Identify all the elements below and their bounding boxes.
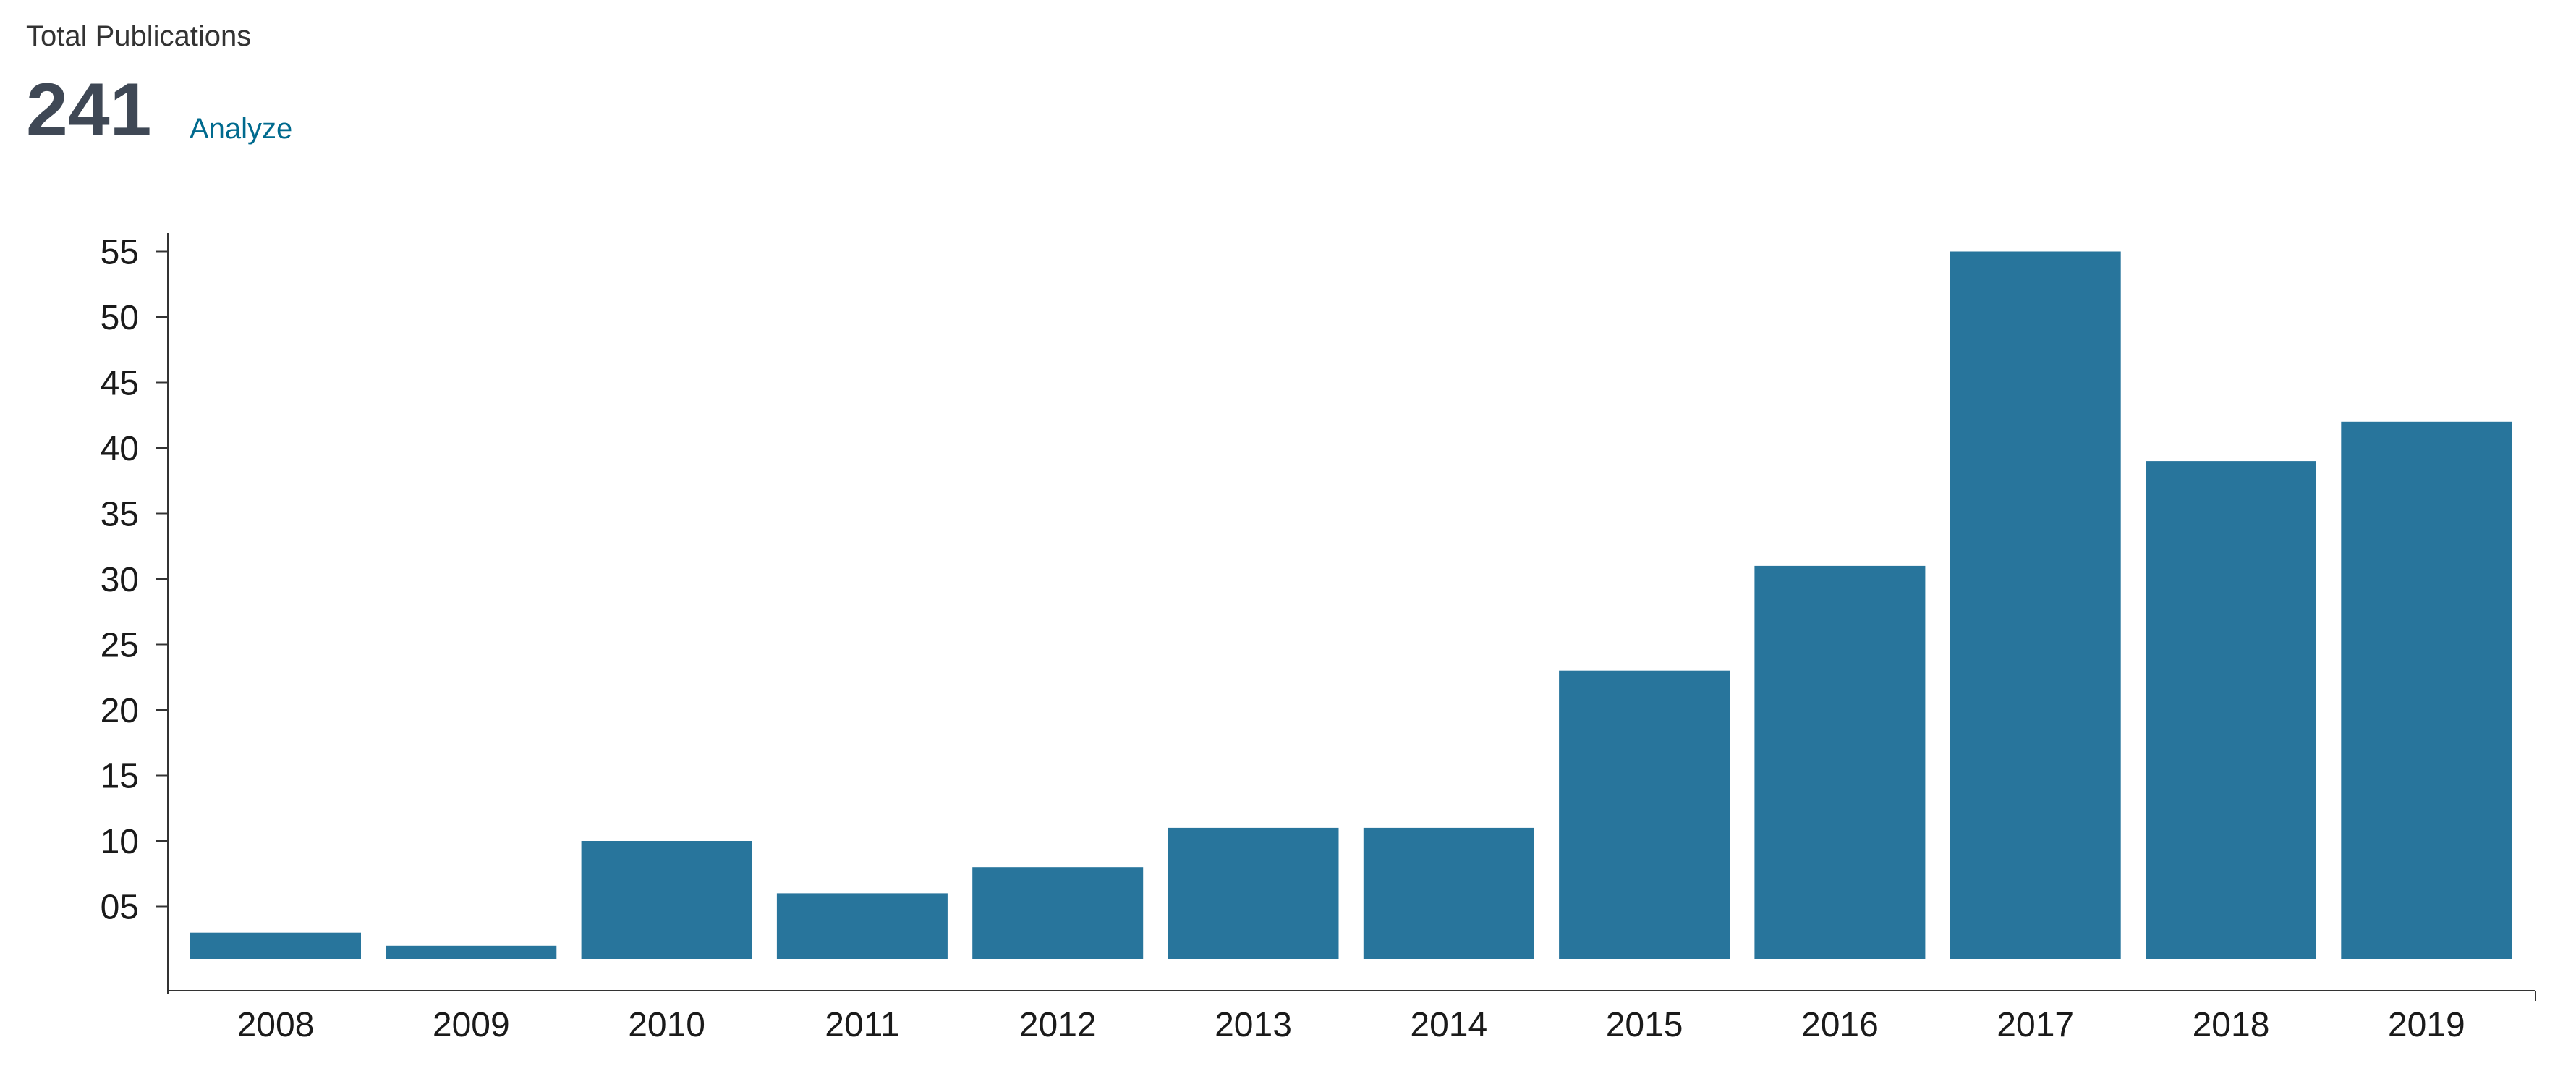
- x-tick-label-2015: 2015: [1606, 1006, 1683, 1044]
- analyze-link[interactable]: Analyze: [190, 113, 293, 145]
- bar-2014[interactable]: [1363, 827, 1534, 959]
- y-tick-label-55: 55: [101, 234, 139, 272]
- y-tick-label-50: 50: [101, 299, 139, 337]
- y-ticks-group: 05 10 15 20 25 30 35 40 45 50 55: [101, 234, 168, 927]
- bar-2010[interactable]: [581, 841, 752, 959]
- axes-group: [167, 233, 2536, 1001]
- bars-group: [190, 251, 2512, 960]
- y-tick-label-40: 40: [101, 430, 139, 468]
- bar-2015[interactable]: [1559, 670, 1730, 959]
- x-tick-label-2012: 2012: [1019, 1006, 1097, 1044]
- y-tick-label-45: 45: [101, 365, 139, 403]
- bar-2017[interactable]: [1950, 251, 2121, 960]
- bar-2011[interactable]: [776, 893, 948, 959]
- y-tick-label-05: 05: [101, 889, 139, 927]
- x-tick-label-2014: 2014: [1410, 1006, 1487, 1044]
- bar-2012[interactable]: [972, 867, 1144, 959]
- total-publications-label: Total Publications: [26, 20, 252, 52]
- bar-2008[interactable]: [190, 932, 361, 959]
- y-tick-label-15: 15: [101, 758, 139, 796]
- x-tick-label-2019: 2019: [2388, 1006, 2465, 1044]
- y-tick-label-20: 20: [101, 692, 139, 730]
- y-tick-label-10: 10: [101, 823, 139, 861]
- bar-2019[interactable]: [2341, 421, 2512, 959]
- x-tick-label-2009: 2009: [433, 1006, 510, 1044]
- x-tick-label-2016: 2016: [1801, 1006, 1879, 1044]
- y-tick-label-35: 35: [101, 496, 139, 534]
- x-tick-label-2008: 2008: [237, 1006, 315, 1044]
- x-ticks-group: 2008 2009 2010 2011 2012 2013 2014 2015 2016 2017…: [237, 1006, 2465, 1044]
- x-tick-label-2017: 2017: [1997, 1006, 2074, 1044]
- bar-2018[interactable]: [2146, 461, 2316, 959]
- x-tick-label-2011: 2011: [825, 1006, 899, 1044]
- y-tick-label-25: 25: [101, 627, 139, 665]
- x-tick-label-2010: 2010: [628, 1006, 705, 1044]
- y-tick-label-30: 30: [101, 561, 139, 599]
- x-tick-label-2018: 2018: [2193, 1006, 2270, 1044]
- publications-summary: Total Publications 241 Analyze: [26, 17, 677, 162]
- x-tick-label-2013: 2013: [1215, 1006, 1292, 1044]
- bar-2016[interactable]: [1754, 565, 1926, 959]
- bar-2013[interactable]: [1168, 827, 1339, 959]
- bar-2009[interactable]: [386, 945, 557, 959]
- total-publications-count: 241: [26, 68, 152, 152]
